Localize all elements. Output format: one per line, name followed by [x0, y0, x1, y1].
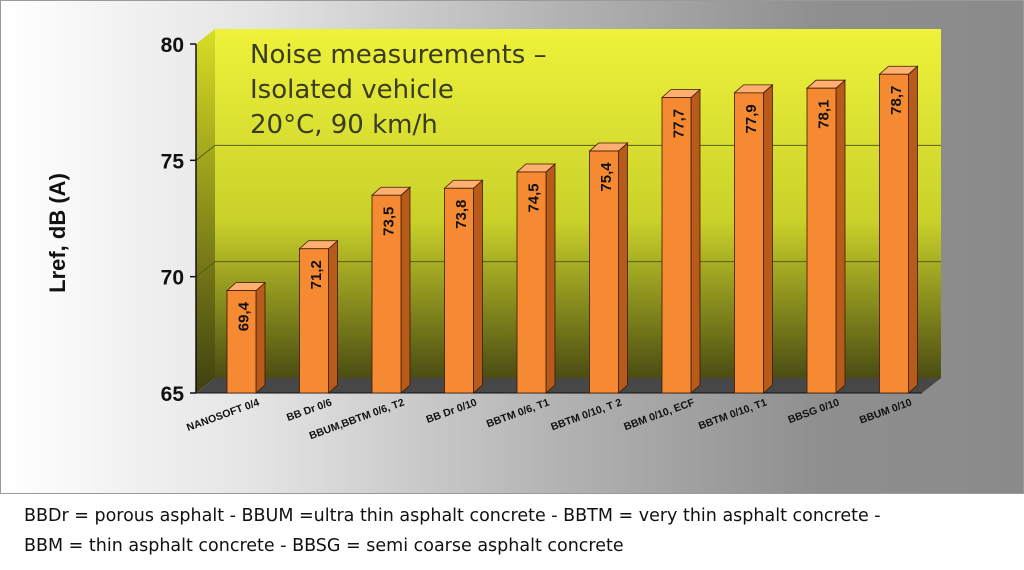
y-tick-label: 70: [161, 267, 184, 290]
bar-value-label: 74,5: [526, 183, 543, 212]
bar-side: [835, 79, 846, 394]
bar-side: [763, 83, 773, 394]
bar-value-label: 69,4: [236, 301, 253, 331]
chart-title-line: Noise measurements –: [250, 40, 547, 70]
bar-front: [299, 248, 329, 394]
bar-front: [589, 150, 619, 394]
bar-front: [371, 194, 402, 394]
bar: 74,5 BBTM 0/6, T1: [485, 163, 557, 430]
y-tick-label: 65: [161, 383, 185, 406]
bar-value-label: 73,5: [381, 207, 398, 236]
bar-value-label: 77,9: [743, 104, 760, 133]
bar-front: [879, 73, 909, 394]
bar-side: [255, 281, 266, 394]
x-tick-label: NANOSOFT 0/4: [185, 396, 261, 433]
bar-side: [618, 142, 628, 394]
chart-panel: 80 75 70 65 Lref, dB (A) 69,4 NANOSOFT 0/4 71,…: [0, 0, 1024, 494]
bar-front: [444, 187, 474, 394]
y-tick-label: 75: [161, 150, 185, 173]
bar-chart: 80 75 70 65 Lref, dB (A) 69,4 NANOSOFT 0/4 71,…: [45, 29, 941, 442]
gridline-side: [195, 261, 216, 278]
bar-front: [516, 171, 547, 394]
left-wall: [196, 29, 215, 393]
x-tick-label: BB Dr 0/10: [425, 396, 479, 425]
y-axis-label: Lref, dB (A): [45, 173, 70, 293]
bar-side: [690, 88, 701, 394]
bar-front: [226, 290, 257, 394]
bar-side: [545, 163, 556, 394]
gridline-side: [195, 144, 216, 161]
bar-value-label: 78,1: [816, 100, 833, 129]
y-tick-label: 80: [161, 34, 184, 57]
x-tick-label: BBTM 0/6, T1: [485, 396, 551, 430]
caption-line-2: BBM = thin asphalt concrete - BBSG = sem…: [24, 536, 624, 556]
chart-title-line: Isolated vehicle: [250, 75, 454, 105]
x-tick-label: BBTM 0/10, T 2: [549, 396, 623, 433]
bar-value-label: 75,4: [598, 162, 615, 192]
bar-front: [661, 97, 692, 394]
bar-value-label: 71,2: [308, 260, 325, 289]
bar-value-label: 73,8: [453, 200, 470, 229]
x-tick-label: BBUM 0/10: [858, 396, 914, 426]
bar-side: [473, 179, 483, 394]
bar: 77,9 BBTM 0/10, T1: [697, 83, 774, 432]
bar-side: [328, 239, 338, 394]
x-tick-label: BB Dr 0/6: [285, 396, 334, 423]
bar-side: [400, 186, 411, 394]
x-tick-label: BBSG 0/10: [786, 396, 841, 426]
chart-title-line: 20°C, 90 km/h: [250, 110, 438, 140]
bar-front: [806, 87, 837, 394]
bar-value-label: 77,7: [671, 109, 688, 138]
bar-front: [734, 92, 764, 394]
bar: 78,7 BBUM 0/10: [858, 65, 919, 427]
x-tick-label: BBM 0/10, ECF: [622, 396, 696, 433]
bar-side: [908, 65, 918, 394]
bar-value-label: 78,7: [888, 86, 905, 115]
caption-line-1: BBDr = porous asphalt - BBUM =ultra thin…: [24, 506, 881, 526]
x-tick-label: BBTM 0/10, T1: [697, 396, 769, 432]
